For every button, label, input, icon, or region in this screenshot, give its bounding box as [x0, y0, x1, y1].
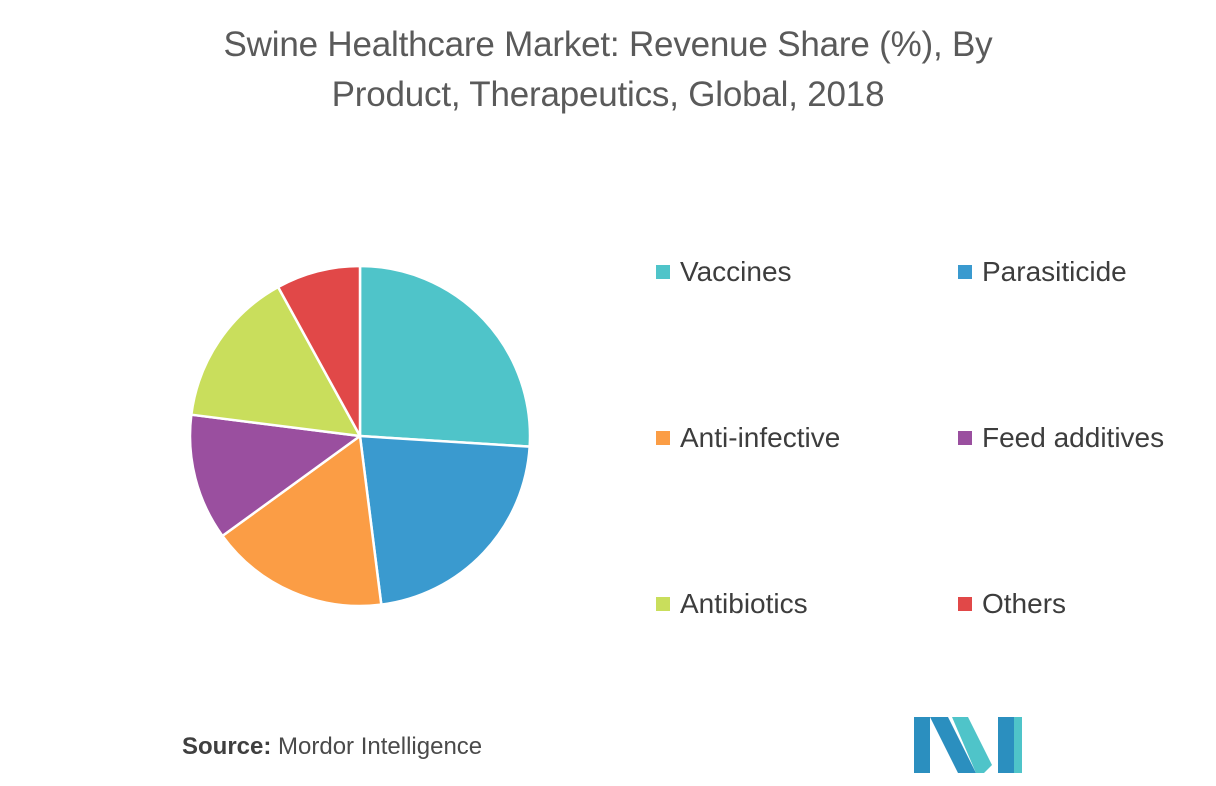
mordor-intelligence-logo	[914, 717, 1022, 773]
legend-label-parasiticide: Parasiticide	[982, 256, 1127, 287]
logo-left-diagonal	[930, 717, 976, 773]
legend-item-feed-additives: Feed additives	[958, 418, 1164, 458]
chart-title-line-2: Product, Therapeutics, Global, 2018	[331, 75, 885, 114]
source-label: Source:	[182, 733, 272, 760]
logo-right-accent	[1014, 717, 1022, 773]
source-note: Source: Mordor Intelligence	[182, 733, 482, 761]
logo-middle-diagonal	[952, 717, 992, 773]
legend-label-anti-infective: Anti-infective	[680, 422, 841, 453]
legend-item-antibiotics: Antibiotics	[656, 584, 808, 624]
legend-swatch-anti-infective	[656, 431, 670, 445]
legend-swatch-others	[958, 597, 972, 611]
pie-slice-vaccines	[358, 264, 532, 448]
legend-swatch-antibiotics	[656, 597, 670, 611]
legend-swatch-vaccines	[656, 265, 670, 279]
legend-swatch-feed-additives	[958, 431, 972, 445]
source-text: Mordor Intelligence	[278, 733, 483, 760]
legend-label-feed-additives: Feed additives	[982, 422, 1165, 453]
legend-label-antibiotics: Antibiotics	[680, 588, 808, 619]
legend-item-vaccines: Vaccines	[656, 252, 792, 292]
pie-slice-others	[276, 264, 362, 438]
pie-slice-antibiotics	[190, 285, 362, 438]
logo-left-bar	[914, 717, 930, 773]
logo-right-bar	[998, 717, 1014, 773]
chart-title: Swine Healthcare Market: Revenue Share (…	[0, 20, 1216, 120]
legend-item-parasiticide: Parasiticide	[958, 252, 1127, 292]
legend-swatch-parasiticide	[958, 265, 972, 279]
chart-title-line-1: Swine Healthcare Market: Revenue Share (…	[223, 25, 993, 64]
legend-item-anti-infective: Anti-infective	[656, 418, 840, 458]
pie-slice-anti-infective	[221, 434, 383, 608]
pie-slice-feed-additives	[188, 413, 362, 538]
pie-chart	[188, 264, 532, 608]
pie-slice-parasiticide	[358, 434, 531, 606]
legend-label-vaccines: Vaccines	[680, 256, 792, 287]
legend-item-others: Others	[958, 584, 1066, 624]
legend-label-others: Others	[982, 588, 1067, 619]
